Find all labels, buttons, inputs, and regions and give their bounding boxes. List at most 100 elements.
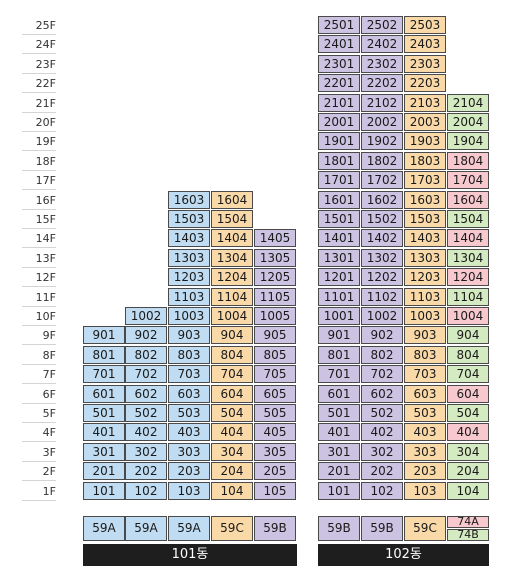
unit-cell: 502: [125, 404, 167, 422]
unit-cell: 1401: [318, 229, 360, 248]
unit-cell: 204: [447, 462, 489, 481]
unit-cell: 1902: [361, 132, 403, 151]
unit-cell: 1504: [447, 210, 489, 228]
floor-label: 19F: [22, 132, 56, 152]
unit-cell: 705: [254, 365, 296, 384]
unit-type-cell: 74B: [447, 529, 489, 541]
unit-cell: 2003: [404, 113, 446, 131]
unit-cell: 1703: [404, 171, 446, 190]
unit-cell: 2503: [404, 16, 446, 34]
floor-label: 5F: [22, 404, 56, 423]
unit-type-cell: 59B: [318, 516, 360, 541]
unit-cell: 1301: [318, 248, 360, 267]
floor-label: 17F: [22, 171, 56, 191]
floor-label: 2F: [22, 462, 56, 482]
unit-type-cell: 59A: [125, 516, 167, 541]
unit-cell: 502: [361, 404, 403, 422]
unit-cell: 1402: [361, 229, 403, 248]
unit-cell: 1404: [211, 229, 253, 248]
unit-cell: 1604: [211, 190, 253, 209]
unit-cell: 2502: [361, 16, 403, 34]
unit-cell: 1304: [211, 248, 253, 267]
unit-cell: 604: [211, 384, 253, 403]
unit-cell: 804: [211, 345, 253, 364]
unit-cell: 602: [125, 384, 167, 403]
unit-cell: 101: [318, 481, 360, 500]
unit-cell: 203: [404, 462, 446, 481]
unit-cell: 2002: [361, 113, 403, 131]
unit-cell: 1303: [404, 248, 446, 267]
floor-label: 25F: [22, 16, 56, 35]
unit-cell: 301: [318, 442, 360, 461]
unit-cell: 1502: [361, 210, 403, 228]
floor-label: 10F: [22, 307, 56, 326]
unit-cell: 703: [404, 365, 446, 384]
unit-cell: 1803: [404, 151, 446, 170]
unit-cell: 902: [361, 326, 403, 345]
unit-cell: 603: [404, 384, 446, 403]
unit-cell: 301: [83, 442, 125, 461]
unit-type-cell: 59B: [254, 516, 296, 541]
unit-cell: 1604: [447, 190, 489, 209]
unit-cell: 1404: [447, 229, 489, 248]
unit-cell: 2104: [447, 93, 489, 112]
floor-label: 6F: [22, 385, 56, 404]
unit-cell: 1003: [168, 307, 210, 325]
unit-cell: 1403: [404, 229, 446, 248]
unit-cell: 1001: [318, 307, 360, 325]
unit-cell: 304: [211, 442, 253, 461]
unit-cell: 905: [254, 326, 296, 345]
unit-cell: 801: [318, 345, 360, 364]
unit-cell: 1302: [361, 248, 403, 267]
unit-cell: 102: [125, 481, 167, 500]
unit-cell: 702: [361, 365, 403, 384]
unit-cell: 1005: [254, 307, 296, 325]
unit-cell: 501: [318, 404, 360, 422]
unit-cell: 803: [168, 345, 210, 364]
unit-type-cell: 59C: [404, 516, 446, 541]
unit-cell: 601: [318, 384, 360, 403]
unit-cell: 1903: [404, 132, 446, 151]
unit-cell: 702: [125, 365, 167, 384]
unit-cell: 504: [447, 404, 489, 422]
unit-cell: 1603: [404, 190, 446, 209]
floor-label: 18F: [22, 152, 56, 171]
unit-cell: 1801: [318, 151, 360, 170]
unit-cell: 1503: [168, 210, 210, 228]
building-name-bar: 101동: [83, 544, 297, 566]
unit-cell: 902: [125, 326, 167, 345]
unit-cell: 1303: [168, 248, 210, 267]
unit-cell: 2402: [361, 35, 403, 54]
unit-cell: 101: [83, 481, 125, 500]
unit-cell: 1702: [361, 171, 403, 190]
unit-cell: 805: [254, 345, 296, 364]
unit-cell: 105: [254, 481, 296, 500]
unit-cell: 1201: [318, 268, 360, 287]
unit-cell: 104: [447, 481, 489, 500]
unit-cell: 204: [211, 462, 253, 481]
unit-cell: 1002: [361, 307, 403, 325]
unit-cell: 503: [168, 404, 210, 422]
unit-cell: 2501: [318, 16, 360, 34]
unit-cell: 901: [318, 326, 360, 345]
unit-cell: 202: [361, 462, 403, 481]
floor-label: 4F: [22, 423, 56, 443]
floor-label: 8F: [22, 346, 56, 365]
unit-cell: 1904: [447, 132, 489, 151]
unit-cell: 205: [254, 462, 296, 481]
unit-cell: 1101: [318, 287, 360, 306]
unit-cell: 201: [83, 462, 125, 481]
unit-cell: 1103: [168, 287, 210, 306]
floor-label: 7F: [22, 365, 56, 385]
unit-cell: 302: [361, 442, 403, 461]
unit-cell: 1202: [361, 268, 403, 287]
unit-cell: 2202: [361, 74, 403, 93]
unit-cell: 1403: [168, 229, 210, 248]
unit-type-cell: 59B: [361, 516, 403, 541]
unit-cell: 1503: [404, 210, 446, 228]
unit-cell: 1203: [404, 268, 446, 287]
unit-cell: 903: [404, 326, 446, 345]
unit-cell: 1003: [404, 307, 446, 325]
unit-cell: 1501: [318, 210, 360, 228]
